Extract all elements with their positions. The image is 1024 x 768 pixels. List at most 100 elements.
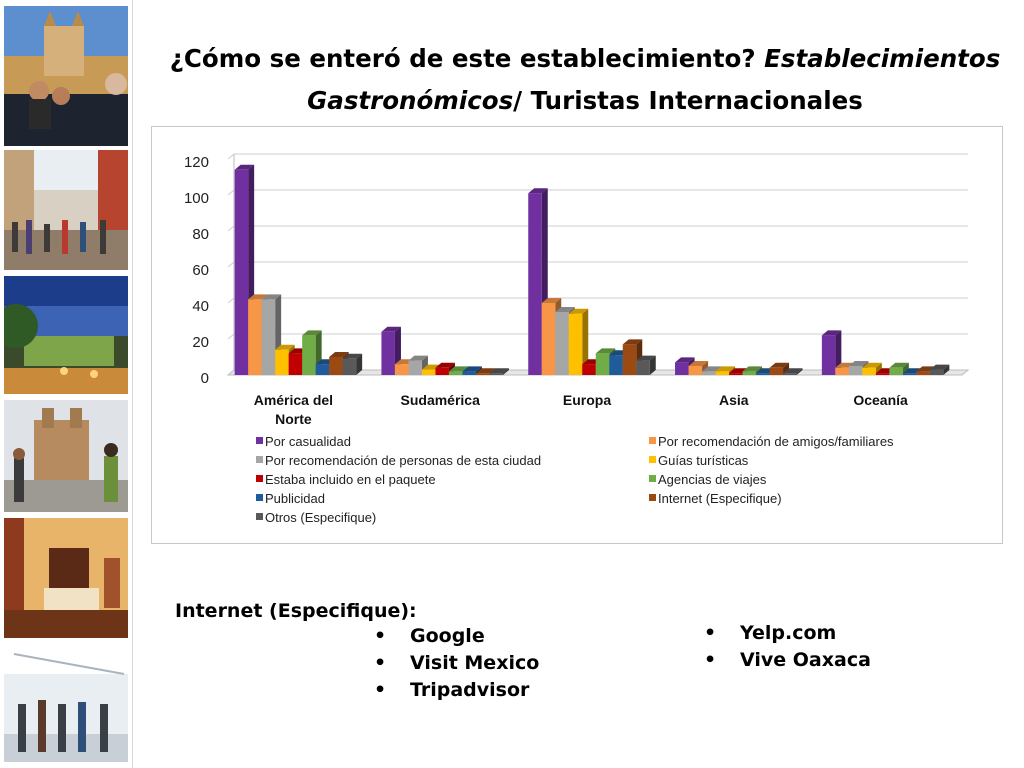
y-tick-label: 60 [192,262,209,279]
bar-side [796,368,803,375]
bar-top [702,366,722,372]
bar [448,371,463,375]
colonial-street-crowd-photo-icon [4,150,128,270]
y-tick-label: 20 [192,334,209,351]
bar [848,366,863,375]
bar [609,355,623,375]
airport-travelers-photo-icon [4,644,128,762]
legend-label: Por recomendación de personas de esta ci… [265,453,541,468]
legend-swatch [256,456,263,463]
bar-top [234,164,255,170]
bar [275,349,289,375]
bar [783,373,797,375]
bar-top [261,294,282,300]
bar-top [541,298,562,303]
bar-top [675,357,695,363]
bar [234,169,249,375]
bar [595,353,610,375]
x-category-label: Sudamérica [401,392,481,408]
bar [555,312,569,375]
internet-sites-list-right: Yelp.comVive Oaxaca [704,620,871,674]
bar [715,371,730,375]
title-italic: Establecimientos Gastronómicos [307,44,1001,115]
night-garden-terrace-photo-icon [4,276,128,394]
bar [568,313,583,375]
x-category-label: Oceanía [853,392,908,408]
church-plaza-tourists-photo-icon [4,400,128,512]
internet-site-item: Vive Oaxaca [704,647,871,674]
chart-frame: 0 20 40 60 80 100 120 América del Norte Sudaméric… [151,126,1003,544]
bar-top [769,362,790,368]
notes-heading: Internet (Especifique): [175,600,417,622]
legend-label: Agencias de viajes [658,472,767,487]
bar-chart: 0 20 40 60 80 100 120 América del Norte Sudaméric… [184,153,970,525]
gridline-depth [227,225,235,232]
bar [462,371,476,375]
bar-top [929,364,950,370]
bar [675,362,689,375]
sidebar-photo-6 [4,644,128,762]
bar [248,299,262,375]
sidebar-photo-4 [4,400,128,512]
bar [889,367,903,375]
bar-top [889,362,909,368]
gridline-depth [227,297,235,304]
bar-top [715,366,736,372]
cathedral-pool-photo-icon [4,6,128,146]
bar-top [275,344,295,350]
legend-swatch [649,456,656,463]
gridline-depth [227,333,235,340]
bar-top [448,366,469,372]
bar [302,335,316,375]
legend-label: Por recomendación de amigos/familiares [658,434,894,449]
legend-swatch [256,494,263,501]
bar [916,371,930,375]
title-main: ¿Cómo se enteró de este establecimiento? [169,44,765,73]
bar [475,373,490,375]
legend-swatch [256,513,263,520]
internet-site-item: Tripadvisor [374,677,539,704]
bar-side [582,308,589,375]
bar-top [821,330,842,336]
bar [702,371,716,375]
bar-top [783,368,803,374]
bar [742,371,757,375]
bar-top [595,348,616,354]
bar [821,335,836,375]
legend-swatch [256,475,263,482]
bar [622,344,637,375]
bar-top [248,294,268,300]
bar-side [835,330,842,375]
internet-site-item: Visit Mexico [374,650,539,677]
bar [875,373,890,375]
sidebar-photo-3 [4,276,128,394]
legend-label: Publicidad [265,491,325,506]
internet-site-item: Yelp.com [704,620,871,647]
bar-side [649,355,656,375]
bar-top [862,362,882,368]
bar-top [848,361,869,366]
bar-top [302,330,322,336]
bar-top [568,308,589,314]
bar-top [329,352,349,357]
bar-top [636,355,656,361]
bar [528,193,542,375]
bar [541,303,556,375]
bar [756,373,770,375]
legend-swatch [649,437,656,444]
x-category-label: Europa [563,392,611,408]
sidebar-photo-1 [4,6,128,146]
gridline-depth [227,261,235,268]
bar [342,358,357,375]
x-category-label: Norte [275,411,312,427]
legend-swatch [649,494,656,501]
legend-label: Estaba incluido en el paquete [265,472,436,487]
legend-label: Internet (Especifique) [658,491,782,506]
bar-top [688,361,709,366]
legend-swatch [256,437,263,444]
bar [929,369,944,375]
bar-top [435,362,455,368]
bar [636,360,650,375]
gridline-depth [227,153,235,160]
sidebar-photo-2 [4,150,128,270]
